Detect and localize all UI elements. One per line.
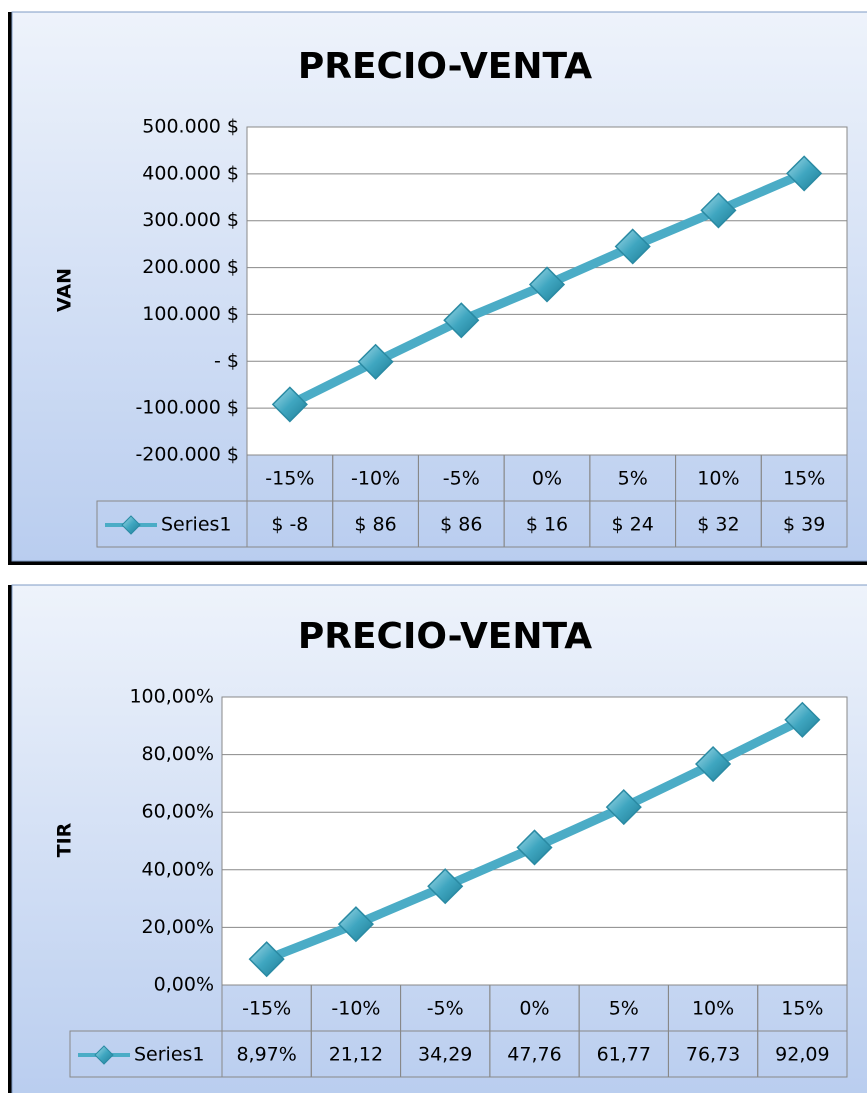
y-tick-label: 40,00% — [142, 858, 214, 880]
data-marker — [614, 228, 651, 265]
y-tick-label: 20,00% — [142, 916, 214, 938]
table-value: 8,97% — [236, 1044, 296, 1066]
table-cell — [96, 500, 248, 548]
x-tick-label: -15% — [242, 998, 291, 1020]
x-tick-label: 10% — [697, 468, 739, 490]
legend-marker — [94, 1045, 114, 1065]
table-value: $ 86 — [354, 514, 396, 536]
y-axis-label: VAN — [54, 268, 76, 312]
table-value: $ -8 — [271, 514, 308, 536]
y-tick-label: -200.000 $ — [135, 444, 239, 466]
x-tick-label: -10% — [351, 468, 400, 490]
data-marker — [528, 266, 566, 303]
x-tick-label: -15% — [265, 468, 314, 490]
table-value: $ 39 — [783, 514, 825, 536]
legend-label: Series1 — [161, 514, 232, 536]
table-cell — [760, 500, 848, 548]
data-marker — [427, 868, 464, 905]
x-tick-label: 15% — [781, 998, 823, 1020]
x-tick-label: -5% — [427, 998, 464, 1020]
data-marker — [516, 829, 553, 866]
table-value: 76,73 — [686, 1044, 740, 1066]
data-marker — [271, 386, 308, 423]
data-marker — [357, 343, 394, 380]
table-value: $ 16 — [526, 514, 568, 536]
x-tick-label: 15% — [783, 468, 825, 490]
y-axis-label: TIR — [54, 822, 76, 857]
y-tick-label: 100,00% — [129, 686, 214, 708]
y-tick-label: 60,00% — [142, 801, 214, 823]
legend-marker — [121, 515, 141, 535]
data-marker — [784, 701, 821, 738]
table-cell — [69, 1030, 223, 1078]
x-tick-label: 5% — [609, 998, 639, 1020]
table-value: 21,12 — [329, 1044, 383, 1066]
y-tick-label: 500.000 $ — [142, 116, 239, 138]
y-tick-label: 200.000 $ — [142, 256, 239, 278]
x-tick-label: 0% — [519, 998, 549, 1020]
x-tick-label: -5% — [443, 468, 480, 490]
chart-title: PRECIO-VENTA — [298, 616, 592, 657]
table-value: 92,09 — [775, 1044, 829, 1066]
data-marker — [700, 192, 737, 229]
data-marker — [605, 789, 642, 826]
y-tick-label: 300.000 $ — [142, 209, 239, 231]
y-tick-label: 80,00% — [142, 743, 214, 765]
table-value: 61,77 — [597, 1044, 651, 1066]
x-tick-label: 10% — [692, 998, 734, 1020]
chart-title: PRECIO-VENTA — [298, 46, 592, 87]
x-tick-label: -10% — [331, 998, 380, 1020]
table-value: $ 32 — [697, 514, 739, 536]
y-tick-label: 400.000 $ — [142, 162, 239, 184]
data-marker — [248, 941, 285, 978]
table-value: $ 24 — [612, 514, 654, 536]
data-marker — [337, 906, 374, 943]
data-marker — [786, 155, 823, 192]
data-marker — [695, 745, 732, 783]
table-cell — [757, 1030, 848, 1078]
table-value: $ 86 — [440, 514, 482, 536]
table-value: 34,29 — [418, 1044, 472, 1066]
x-tick-label: 0% — [532, 468, 562, 490]
y-tick-label: - $ — [214, 350, 239, 372]
y-tick-label: 0,00% — [154, 974, 214, 996]
table-value: 47,76 — [507, 1044, 561, 1066]
x-tick-label: 5% — [618, 468, 648, 490]
data-marker — [443, 302, 480, 339]
legend-label: Series1 — [134, 1044, 205, 1066]
y-tick-label: 100.000 $ — [142, 303, 239, 325]
y-tick-label: -100.000 $ — [135, 397, 239, 419]
